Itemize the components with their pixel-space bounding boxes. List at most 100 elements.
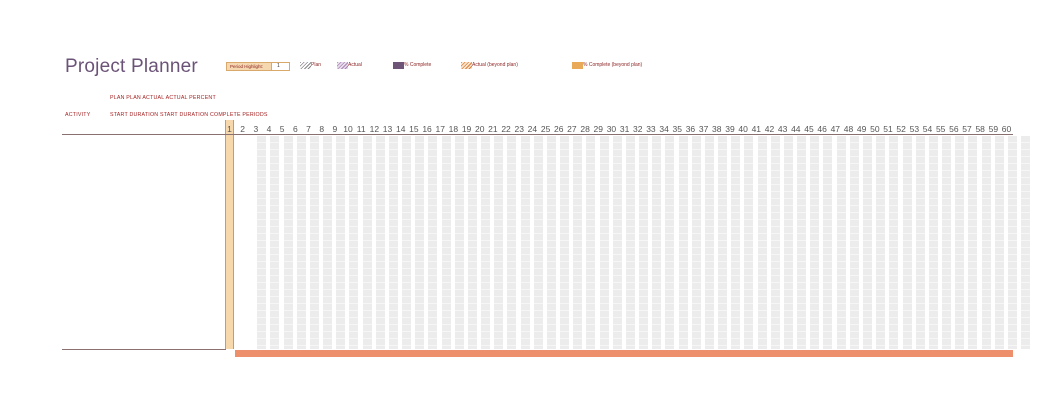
column-header-top-row: PLAN PLAN ACTUAL ACTUAL PERCENT — [110, 95, 216, 101]
legend-swatch-actual-beyond — [461, 62, 472, 69]
period-number: 41 — [751, 124, 762, 134]
period-number: 56 — [949, 124, 959, 134]
period-column — [849, 136, 859, 349]
period-highlight-label: Period Highlight: — [230, 64, 264, 69]
period-number: 18 — [448, 124, 459, 134]
period-number: 27 — [567, 124, 577, 134]
legend-label: Actual (beyond plan) — [472, 62, 518, 68]
period-number: 34 — [659, 124, 669, 134]
period-column — [889, 136, 899, 349]
period-column — [454, 136, 464, 349]
period-number: 3 — [253, 124, 259, 134]
period-column — [625, 136, 635, 349]
period-number: 19 — [461, 124, 472, 134]
period-highlight-input[interactable]: 1 — [271, 63, 289, 70]
period-highlight-control[interactable]: Period Highlight: 1 — [226, 62, 290, 71]
period-column — [1021, 136, 1031, 349]
period-number: 6 — [292, 124, 298, 134]
period-number: 42 — [764, 124, 775, 134]
period-column — [731, 136, 741, 349]
current-period-highlight — [225, 120, 234, 349]
period-column — [810, 136, 820, 349]
period-number: 36 — [685, 124, 696, 134]
period-column — [955, 136, 965, 349]
period-number: 7 — [306, 124, 311, 134]
period-number: 28 — [580, 124, 590, 134]
period-number: 54 — [922, 124, 933, 134]
period-number: 21 — [488, 124, 498, 134]
period-column — [375, 136, 385, 349]
period-number: 22 — [501, 124, 511, 134]
period-column — [599, 136, 609, 349]
period-column — [560, 136, 570, 349]
period-number: 59 — [988, 124, 999, 134]
period-number: 38 — [712, 124, 722, 134]
period-number: 16 — [422, 124, 432, 134]
period-number: 53 — [909, 124, 920, 134]
period-number: 37 — [698, 124, 709, 134]
period-column — [836, 136, 846, 349]
period-number: 57 — [962, 124, 972, 134]
legend-swatch-actual — [337, 62, 348, 69]
period-column — [388, 136, 398, 349]
period-column — [915, 136, 925, 349]
period-number: 5 — [279, 124, 285, 134]
period-column — [1007, 136, 1017, 349]
period-number: 4 — [266, 124, 272, 134]
column-header-bottom-row: START DURATION START DURATION COMPLETE P… — [110, 112, 268, 118]
period-number: 20 — [474, 124, 485, 134]
period-column — [467, 136, 477, 349]
period-column — [296, 136, 306, 349]
header-divider — [62, 134, 1013, 135]
period-column — [520, 136, 530, 349]
period-column — [481, 136, 491, 349]
period-number: 29 — [593, 124, 603, 134]
legend-label: Plan — [311, 62, 322, 68]
period-number: 17 — [435, 124, 445, 134]
period-number: 55 — [935, 124, 946, 134]
period-column — [349, 136, 359, 349]
period-column — [994, 136, 1004, 349]
period-column — [573, 136, 583, 349]
period-column — [612, 136, 622, 349]
period-column — [783, 136, 793, 349]
period-number: 52 — [896, 124, 906, 134]
period-number: 31 — [619, 124, 630, 134]
period-number: 26 — [554, 124, 564, 134]
period-column — [309, 136, 319, 349]
period-column — [757, 136, 767, 349]
legend-swatch-plan — [300, 62, 311, 69]
period-number: 30 — [606, 124, 617, 134]
period-column — [678, 136, 688, 349]
period-column — [415, 136, 425, 349]
period-number: 44 — [791, 124, 801, 134]
period-column — [744, 136, 754, 349]
period-number: 39 — [725, 124, 735, 134]
period-number: 15 — [409, 124, 419, 134]
period-column — [323, 136, 333, 349]
period-number: 25 — [540, 124, 551, 134]
period-number: 11 — [356, 124, 366, 134]
period-column — [533, 136, 543, 349]
period-column — [862, 136, 872, 349]
period-number: 46 — [817, 124, 827, 134]
period-number: 47 — [830, 124, 841, 134]
period-column — [270, 136, 280, 349]
legend-label: Actual — [348, 62, 362, 68]
period-number: 2 — [240, 124, 246, 134]
period-column — [928, 136, 938, 349]
period-column — [362, 136, 372, 349]
legend-label: % Complete (beyond plan) — [583, 62, 643, 68]
period-number: 9 — [332, 124, 338, 134]
activity-list-bottom-border — [62, 349, 226, 350]
period-column — [283, 136, 293, 349]
period-column — [428, 136, 438, 349]
period-column — [770, 136, 780, 349]
period-column — [691, 136, 701, 349]
period-number: 13 — [382, 124, 393, 134]
period-column — [902, 136, 912, 349]
period-number: 32 — [633, 124, 643, 134]
period-number: 12 — [369, 124, 380, 134]
period-number: 51 — [883, 124, 893, 134]
period-column — [797, 136, 807, 349]
